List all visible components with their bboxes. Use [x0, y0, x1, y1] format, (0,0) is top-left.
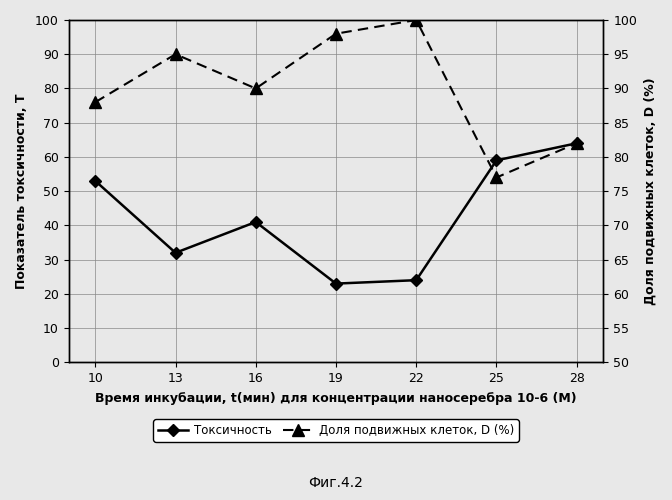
Доля подвижных клеток, D (%) — [171, 51, 179, 57]
Line: Токсичность: Токсичность — [91, 139, 581, 288]
Text: Фиг.4.2: Фиг.4.2 — [308, 476, 364, 490]
Y-axis label: Показатель токсичности, T: Показатель токсичности, T — [15, 94, 28, 289]
Доля подвижных клеток, D (%) — [252, 86, 260, 91]
Доля подвижных клеток, D (%) — [412, 17, 420, 23]
Y-axis label: Доля подвижных клеток, D (%): Доля подвижных клеток, D (%) — [644, 78, 657, 305]
Доля подвижных клеток, D (%) — [332, 30, 340, 36]
Токсичность — [332, 280, 340, 286]
Токсичность — [412, 277, 420, 283]
Токсичность — [91, 178, 99, 184]
Доля подвижных клеток, D (%) — [493, 174, 501, 180]
Токсичность — [171, 250, 179, 256]
Токсичность — [573, 140, 581, 146]
Line: Доля подвижных клеток, D (%): Доля подвижных клеток, D (%) — [90, 14, 582, 183]
X-axis label: Время инкубации, t(мин) для концентрации наносеребра 10-6 (М): Время инкубации, t(мин) для концентрации… — [95, 392, 577, 405]
Legend: Токсичность, Доля подвижных клеток, D (%): Токсичность, Доля подвижных клеток, D (%… — [153, 419, 519, 442]
Доля подвижных клеток, D (%) — [91, 99, 99, 105]
Токсичность — [252, 219, 260, 225]
Доля подвижных клеток, D (%) — [573, 140, 581, 146]
Токсичность — [493, 158, 501, 164]
